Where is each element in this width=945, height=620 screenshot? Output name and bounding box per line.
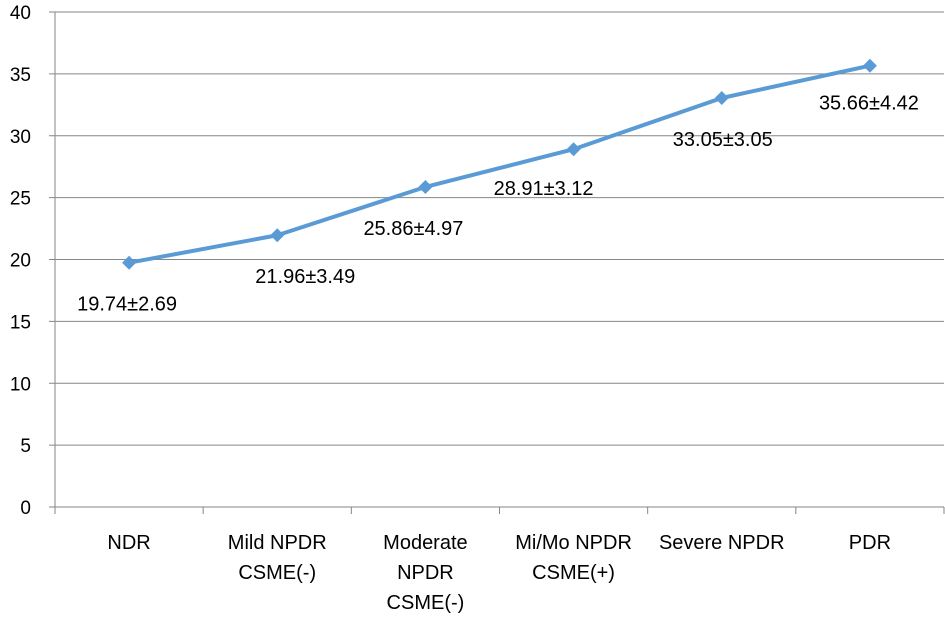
- series: [122, 58, 877, 270]
- data-label: 25.86±4.97: [363, 218, 463, 240]
- y-tick-label: 30: [10, 127, 31, 148]
- y-tick-label: 15: [10, 312, 31, 333]
- x-category-label-line: Severe NPDR: [659, 532, 785, 554]
- data-point-marker: [714, 91, 729, 106]
- x-category-label-line: CSME(+): [532, 562, 615, 584]
- series-line: [127, 63, 872, 265]
- data-label: 33.05±3.05: [673, 129, 773, 151]
- data-point-marker: [270, 228, 285, 243]
- x-category-label: NDR: [107, 532, 150, 554]
- data-label: 19.74±2.69: [77, 294, 177, 316]
- x-category-label-line: Mi/Mo NPDR: [515, 532, 632, 554]
- x-category-label-line: Mild NPDR: [228, 532, 327, 554]
- x-category-label: Mi/Mo NPDR CSME(+): [515, 532, 632, 584]
- x-category-label-line: CSME(-): [387, 592, 465, 614]
- data-label: 35.66±4.42: [819, 93, 919, 115]
- y-tick-label: 25: [10, 189, 31, 210]
- x-category-label-line: NDR: [107, 532, 150, 554]
- x-category-label: Moderate NPDR CSME(-): [383, 532, 468, 614]
- data-point-marker: [566, 142, 581, 157]
- y-tick-label: 20: [10, 251, 31, 272]
- x-category-label-line: Moderate: [383, 532, 468, 554]
- x-category-label: PDR: [849, 532, 891, 554]
- x-category-label: Severe NPDR: [659, 532, 785, 554]
- data-point-marker: [862, 58, 877, 73]
- gridlines: [55, 11, 944, 446]
- y-tick-label: 0: [20, 498, 31, 519]
- data-label: 21.96±3.49: [255, 266, 355, 288]
- x-category-label-line: CSME(-): [238, 562, 316, 584]
- y-tick-label: 40: [10, 3, 31, 24]
- labels: 19.74±2.69 21.96±3.49 25.86±4.97 28.91±3.12…: [77, 93, 919, 316]
- data-point-marker: [122, 255, 137, 270]
- y-tick-label: 5: [20, 436, 31, 457]
- data-point-marker: [418, 179, 433, 194]
- x-category-label: Mild NPDR CSME(-): [228, 532, 327, 584]
- y-tick-label: 10: [10, 374, 31, 395]
- data-label: 28.91±3.12: [494, 178, 594, 200]
- x-category-label-line: NPDR: [397, 562, 454, 584]
- y-tick-label: 35: [10, 65, 31, 86]
- x-category-label-line: PDR: [849, 532, 891, 554]
